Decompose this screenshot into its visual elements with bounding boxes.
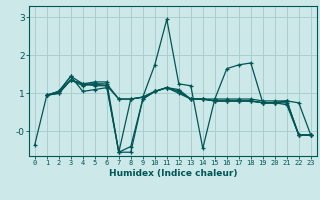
X-axis label: Humidex (Indice chaleur): Humidex (Indice chaleur) bbox=[108, 169, 237, 178]
